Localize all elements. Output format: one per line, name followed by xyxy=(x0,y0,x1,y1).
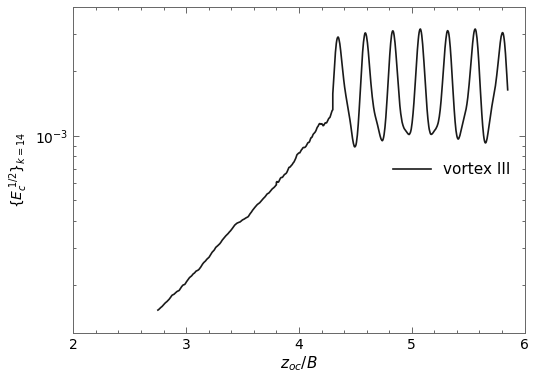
Legend: vortex III: vortex III xyxy=(387,156,517,184)
Y-axis label: $\{E_c^{\,1/2}\}_{k=14}$: $\{E_c^{\,1/2}\}_{k=14}$ xyxy=(7,132,29,208)
X-axis label: $z_{oc}/B$: $z_{oc}/B$ xyxy=(280,355,318,373)
